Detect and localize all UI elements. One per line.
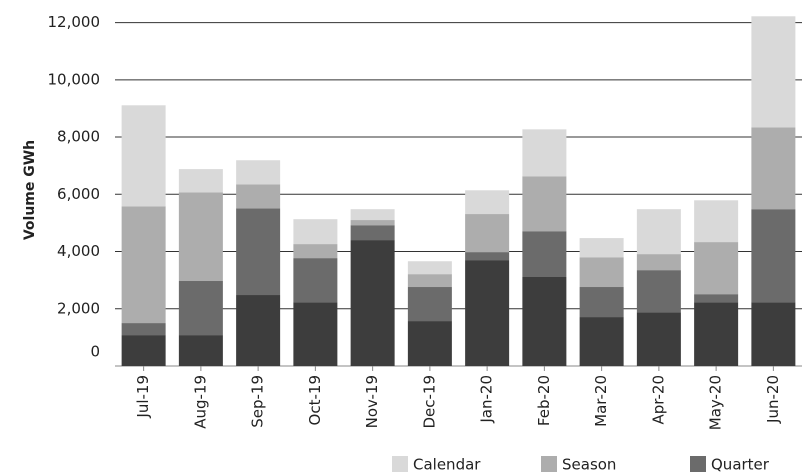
- bar-segment: [465, 190, 510, 215]
- bar-segment: [178, 281, 223, 336]
- bar-segment: [694, 242, 739, 295]
- bar-segment: [236, 160, 281, 185]
- bar-segment: [636, 254, 681, 271]
- y-tick-label: 8,000: [57, 128, 100, 146]
- legend-swatch: [690, 456, 706, 472]
- bar-segment: [178, 192, 223, 282]
- x-tick-label: Jun-20: [764, 375, 782, 424]
- legend-swatch: [392, 456, 408, 472]
- bar-segment: [121, 323, 166, 336]
- bar-segment: [350, 209, 395, 221]
- legend-label: Season: [562, 456, 616, 474]
- bar-segment: [751, 209, 796, 303]
- bar-segment: [751, 302, 796, 366]
- legend-label: Quarter: [711, 456, 770, 474]
- y-tick-label: 10,000: [48, 70, 101, 88]
- bar-segment: [293, 258, 338, 303]
- bar-segment: [579, 317, 624, 366]
- bar-segment: [465, 214, 510, 253]
- bar-segment: [636, 270, 681, 313]
- bar-segment: [293, 244, 338, 259]
- bar-segment: [636, 209, 681, 255]
- bar-segment: [751, 127, 796, 210]
- x-tick-label: Jan-20: [478, 375, 496, 424]
- bar-segment: [236, 208, 281, 296]
- bar-segment: [522, 231, 567, 277]
- x-tick-label: May-20: [707, 375, 725, 430]
- x-tick-label: Nov-19: [363, 375, 381, 428]
- bar-segment: [407, 274, 452, 288]
- x-tick-label: Aug-19: [191, 375, 209, 429]
- y-tick-label: 12,000: [48, 13, 101, 31]
- bar-segment: [350, 225, 395, 241]
- y-tick-label: 0: [90, 343, 100, 361]
- bar-segment: [293, 219, 338, 245]
- bar-segment: [121, 335, 166, 366]
- bar-segment: [178, 169, 223, 193]
- bar-segment: [522, 129, 567, 177]
- x-tick-label: Oct-19: [306, 375, 324, 425]
- bar-segment: [236, 184, 281, 209]
- x-tick-label: Dec-19: [420, 375, 438, 429]
- bar-segment: [178, 335, 223, 366]
- bar-segment: [465, 260, 510, 366]
- bar-segment: [121, 206, 166, 324]
- bar-segment: [579, 257, 624, 288]
- bar-segment: [579, 238, 624, 258]
- legend-swatch: [541, 456, 557, 472]
- bar-segment: [236, 295, 281, 366]
- y-tick-label: 2,000: [57, 299, 100, 317]
- y-tick-label: 4,000: [57, 242, 100, 260]
- bar-segment: [694, 200, 739, 243]
- y-tick-label: 6,000: [57, 185, 100, 203]
- bar-segment: [694, 302, 739, 366]
- x-tick-label: Sep-19: [249, 375, 267, 428]
- bar-segment: [751, 16, 796, 128]
- x-tick-label: Jul-19: [134, 375, 152, 419]
- bar-segment: [407, 321, 452, 366]
- bar-segment: [694, 294, 739, 303]
- bar-segment: [636, 312, 681, 366]
- bar-segment: [465, 252, 510, 261]
- x-tick-label: Mar-20: [592, 375, 610, 427]
- legend-label: Calendar: [413, 456, 481, 474]
- bar-segment: [522, 176, 567, 232]
- bar-segment: [121, 105, 166, 207]
- bar-segment: [579, 287, 624, 318]
- bar-segment: [407, 287, 452, 322]
- bar-segment: [522, 276, 567, 366]
- x-tick-label: Apr-20: [649, 375, 667, 425]
- bar-segment: [293, 302, 338, 366]
- bar-segment: [407, 261, 452, 275]
- x-tick-label: Feb-20: [535, 375, 553, 426]
- bar-segment: [350, 240, 395, 366]
- bar-segment: [350, 220, 395, 226]
- y-axis-title: Volume GWh: [22, 140, 38, 240]
